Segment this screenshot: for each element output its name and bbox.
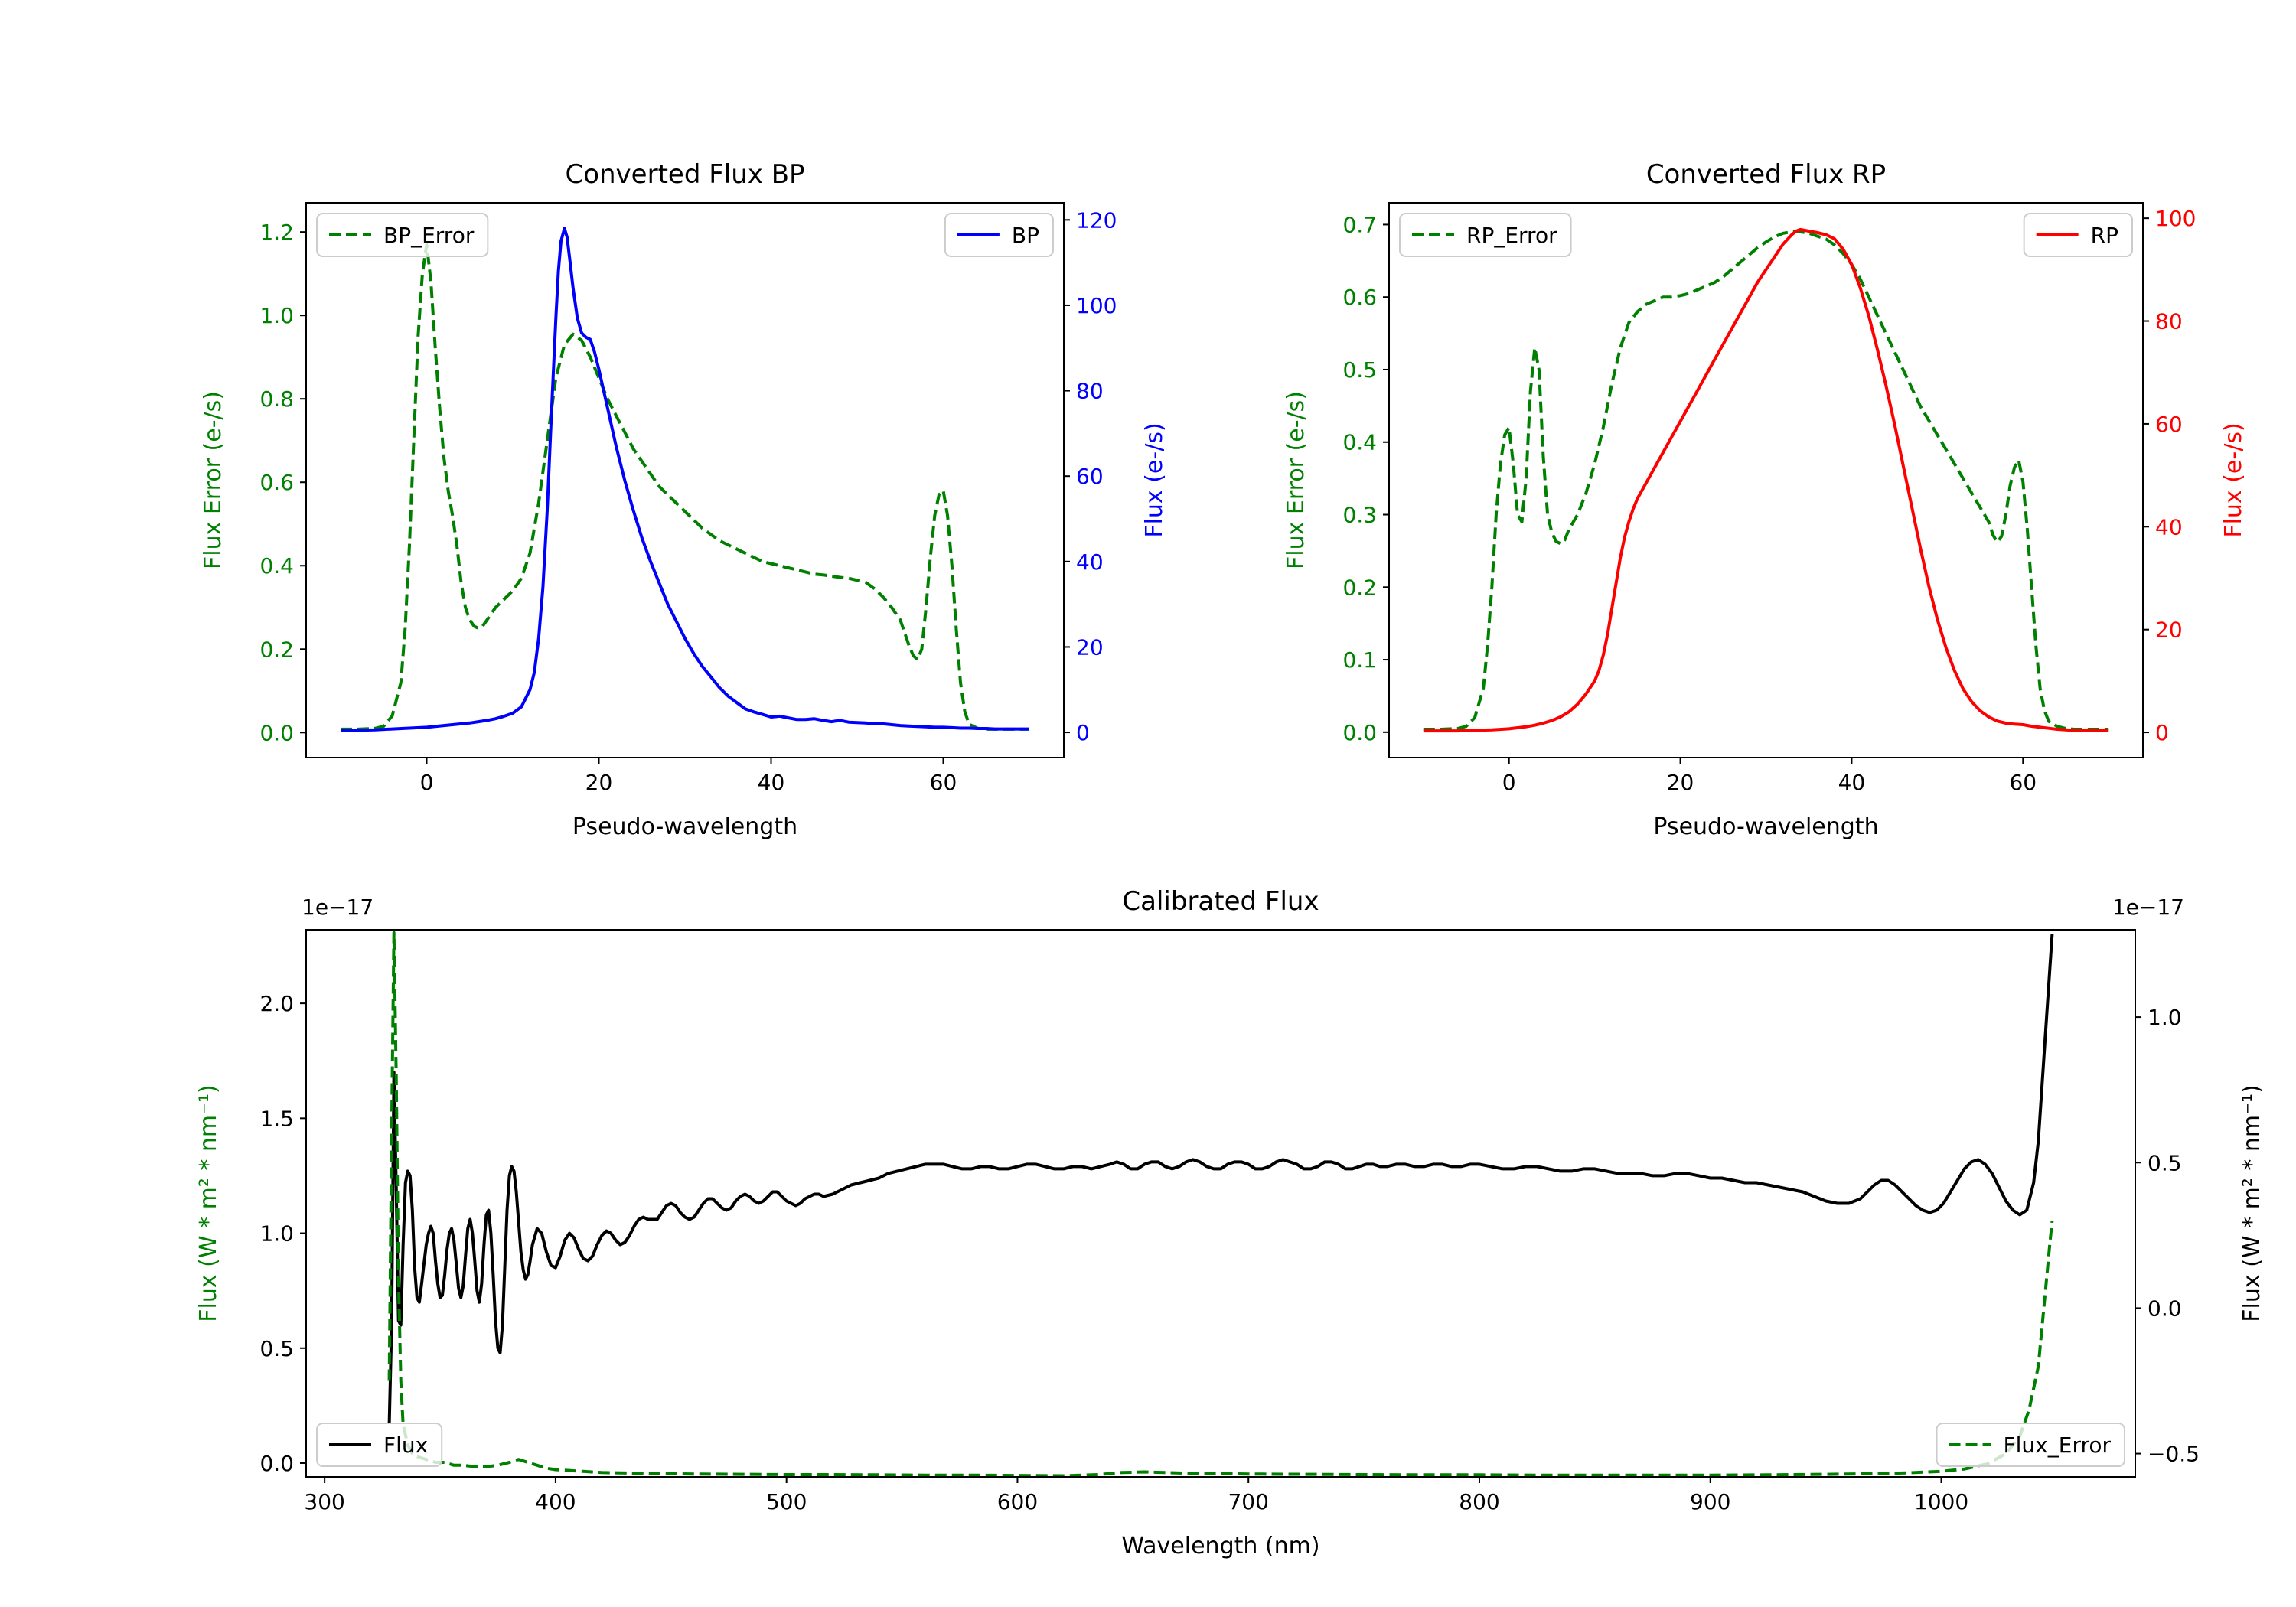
cal-left-tick-label: 0.5: [259, 1336, 294, 1361]
legend-bp: BP: [944, 213, 1054, 257]
bp-left-tick-label: 0.6: [259, 470, 294, 495]
rp-error-line: [1423, 230, 2109, 731]
cal-xlabel: Wavelength (nm): [1121, 1533, 1319, 1560]
rp-left-axis-label: Flux Error (e-/s): [1283, 391, 1309, 569]
chart-cal: 300 400 500 600 700 800 900 1000 0.0 0.5 1.0 1.5 2.0…: [195, 886, 2265, 1560]
bp-x-tick-label: 20: [585, 770, 613, 795]
bp-axes-frame: [305, 202, 1065, 758]
cal-x-tick-label: 1000: [1914, 1489, 1968, 1514]
rp-right-tick-label: 40: [2155, 514, 2183, 539]
rp-right-tick-label: 60: [2155, 412, 2183, 437]
cal-left-tick-label: 1.5: [259, 1106, 294, 1131]
rp-x-tick-label: 20: [1667, 770, 1694, 795]
bp-right-axis-label: Flux (e-/s): [1141, 422, 1168, 537]
legend-box: [316, 1423, 443, 1467]
rp-right-tick-label: 0: [2155, 720, 2169, 745]
rp-right-tick-label: 100: [2155, 206, 2196, 231]
bp-x-tick-label: 60: [930, 770, 957, 795]
bp-x-tick-label: 40: [758, 770, 785, 795]
rp-right-tick-label: 20: [2155, 618, 2183, 643]
bp-line: [341, 227, 1029, 732]
legend-flux: Flux: [316, 1423, 443, 1467]
cal-left-tick-label: 2.0: [259, 991, 294, 1016]
cal-x-tick-label: 500: [766, 1489, 807, 1514]
legend-label: RP_Error: [1466, 223, 1557, 248]
rp-left-tick-label: 0.3: [1342, 503, 1377, 528]
flux-error-line: [387, 931, 2054, 1478]
cal-right-tick-label: −0.5: [2148, 1442, 2200, 1467]
bp-left-tick-label: 0.4: [259, 553, 294, 579]
chart-rp: 0 20 40 60 0.0 0.1 0.2 0.3 0.4 0.5 0.6 0.7 Flux Erro…: [1283, 159, 2247, 840]
legend-box: [1399, 213, 1572, 257]
rp-line: [1423, 227, 2109, 733]
rp-x-tick-label: 60: [2009, 770, 2037, 795]
rp-title: Converted Flux RP: [1646, 159, 1886, 190]
rp-left-tick-label: 0.6: [1342, 285, 1377, 310]
rp-axes-frame: [1388, 202, 2144, 758]
legend-box: [1936, 1423, 2125, 1467]
rp-left-tick-label: 0.0: [1342, 720, 1377, 745]
chart-bp: 0 20 40 60 0.0 0.2 0.4 0.6 0.8 1.0 1.2 Flux Error (…: [200, 159, 1168, 840]
cal-x-tick-label: 700: [1228, 1489, 1268, 1514]
legend-label: Flux_Error: [2004, 1433, 2112, 1458]
bp-left-tick-label: 1.2: [259, 220, 294, 245]
rp-left-tick-label: 0.5: [1342, 357, 1377, 383]
rp-left-tick-label: 0.4: [1342, 430, 1377, 455]
cal-left-offset-text: 1e−17: [302, 895, 373, 920]
legend-flux-error: Flux_Error: [1936, 1423, 2125, 1467]
rp-left-tick-label: 0.1: [1342, 647, 1377, 673]
rp-x-tick-label: 0: [1502, 770, 1516, 795]
bp-error-line: [341, 243, 1029, 731]
cal-axes-frame: [305, 929, 2136, 1478]
cal-x-tick-label: 900: [1690, 1489, 1730, 1514]
bp-title: Converted Flux BP: [565, 159, 804, 190]
legend-label: RP: [2091, 223, 2118, 248]
legend-rp: RP: [2023, 213, 2133, 257]
cal-left-tick-label: 1.0: [259, 1221, 294, 1247]
bp-right-tick-label: 40: [1076, 549, 1104, 575]
legend-label: BP_Error: [383, 223, 475, 248]
bp-left-axis-label: Flux Error (e-/s): [200, 391, 227, 569]
bp-xlabel: Pseudo-wavelength: [572, 813, 797, 840]
cal-x-tick-label: 400: [535, 1489, 576, 1514]
cal-right-axis-label: Flux (W * m² * nm⁻¹): [2239, 1084, 2265, 1322]
bp-x-tick-label: 0: [420, 770, 434, 795]
bp-right-tick-label: 20: [1076, 634, 1104, 660]
bp-left-tick-label: 0.0: [259, 720, 294, 745]
legend-label: BP: [1012, 223, 1039, 248]
rp-left-tick-label: 0.7: [1342, 212, 1377, 237]
legend-bp-error: BP_Error: [316, 213, 489, 257]
bp-left-tick-label: 1.0: [259, 303, 294, 328]
rp-right-tick-label: 80: [2155, 309, 2183, 334]
cal-x-tick-label: 600: [997, 1489, 1038, 1514]
rp-left-tick-label: 0.2: [1342, 575, 1377, 600]
bp-left-tick-label: 0.2: [259, 637, 294, 662]
legend-box: [316, 213, 489, 257]
rp-right-axis-label: Flux (e-/s): [2220, 422, 2247, 537]
cal-right-tick-label: 1.0: [2148, 1005, 2182, 1030]
cal-left-tick-label: 0.0: [259, 1451, 294, 1476]
rp-xlabel: Pseudo-wavelength: [1653, 813, 1878, 840]
legend-label: Flux: [383, 1433, 428, 1458]
legend-rp-error: RP_Error: [1399, 213, 1572, 257]
bp-left-tick-label: 0.8: [259, 386, 294, 412]
flux-line: [387, 934, 2054, 1424]
cal-title: Calibrated Flux: [1122, 886, 1319, 917]
cal-right-offset-text: 1e−17: [2112, 895, 2184, 920]
bp-right-tick-label: 80: [1076, 379, 1104, 404]
cal-right-tick-label: 0.0: [2148, 1296, 2182, 1321]
cal-right-tick-label: 0.5: [2148, 1150, 2182, 1175]
bp-right-tick-label: 120: [1076, 207, 1117, 233]
rp-x-tick-label: 40: [1838, 770, 1866, 795]
bp-right-tick-label: 100: [1076, 293, 1117, 318]
cal-x-tick-label: 800: [1459, 1489, 1499, 1514]
bp-right-tick-label: 0: [1076, 720, 1090, 745]
bp-right-tick-label: 60: [1076, 464, 1104, 489]
cal-x-tick-label: 300: [304, 1489, 344, 1514]
cal-left-axis-label: Flux (W * m² * nm⁻¹): [195, 1084, 222, 1322]
